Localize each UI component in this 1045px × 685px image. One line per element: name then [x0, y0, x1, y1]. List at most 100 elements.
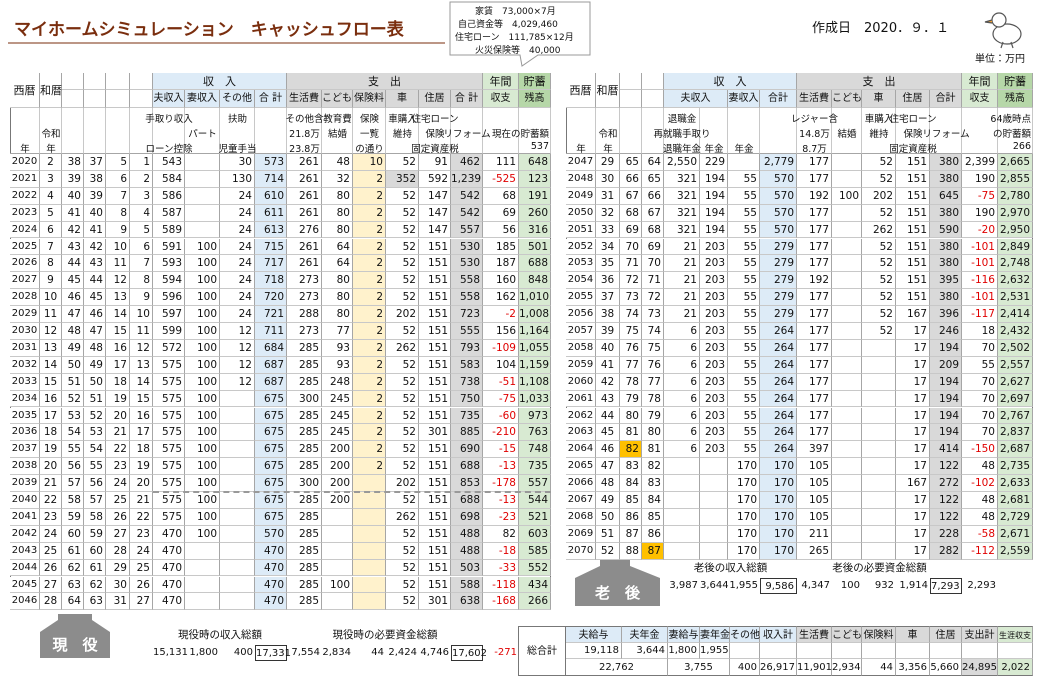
value-cell: 52: [386, 272, 419, 290]
value-cell: 265: [797, 542, 832, 560]
value-cell: 12: [220, 339, 255, 357]
value-cell: 352: [386, 170, 419, 188]
value-cell: 885: [451, 424, 483, 442]
value-cell: 52: [386, 373, 419, 391]
cell: [220, 492, 255, 509]
value-cell: 52: [862, 323, 896, 340]
totals-value: 3,356: [896, 659, 930, 676]
cell: [832, 323, 862, 340]
value-cell: 717: [255, 255, 287, 273]
value-cell: -2: [483, 306, 519, 323]
value-cell: 56: [84, 475, 106, 492]
value-cell: 53: [84, 424, 106, 442]
note: 再就職手取り: [653, 129, 711, 140]
value-cell: 203: [700, 323, 728, 340]
value-cell: 2: [353, 356, 386, 374]
value-cell: 264: [760, 339, 797, 357]
cell: [700, 542, 728, 560]
cell: [185, 187, 220, 205]
value-cell: 151: [896, 272, 930, 290]
summary-value: 2,834: [322, 647, 351, 658]
value-cell: 21: [40, 475, 62, 492]
value-cell: 395: [930, 272, 962, 290]
summary-value: 2,293: [967, 580, 996, 591]
value-cell: 69: [483, 204, 519, 222]
value-cell: 87: [642, 542, 664, 560]
value-cell: 61: [62, 542, 84, 560]
value-cell: 70: [620, 238, 642, 256]
summary-value: 1,800: [189, 647, 218, 658]
totals-value: 1,955: [700, 643, 730, 659]
value-cell: 11: [130, 323, 153, 340]
value-cell: 100: [185, 475, 220, 492]
value-cell: 2,780: [998, 187, 1033, 205]
value-cell: 79: [620, 390, 642, 408]
value-cell: 100: [185, 255, 220, 273]
totals-header: 車: [896, 626, 930, 643]
value-cell: 202: [862, 187, 896, 205]
cell: [220, 458, 255, 476]
header-cell: 住居: [419, 90, 451, 108]
value-cell: 17: [130, 424, 153, 442]
value-cell: 1,055: [519, 339, 551, 357]
value-cell: 973: [519, 407, 551, 425]
value-cell: 70: [962, 407, 998, 425]
value-cell: 63: [84, 593, 106, 611]
value-cell: 9: [40, 272, 62, 290]
value-cell: 100: [185, 323, 220, 340]
value-cell: 603: [519, 525, 551, 543]
cell: [832, 475, 862, 492]
value-cell: 2061: [566, 390, 596, 408]
value-cell: 46: [596, 441, 620, 459]
header-cell: その他: [220, 90, 255, 108]
value-cell: 2,559: [998, 542, 1033, 560]
totals-header: 住居: [930, 626, 962, 643]
value-cell: 276: [287, 221, 322, 239]
value-cell: 76: [642, 356, 664, 374]
value-cell: 203: [700, 373, 728, 391]
value-cell: 575: [153, 441, 185, 459]
header-cell: 貯蓄: [998, 73, 1033, 90]
value-cell: 151: [896, 204, 930, 222]
summary-value: 2,424: [388, 647, 417, 658]
value-cell: 264: [760, 424, 797, 442]
value-cell: 69: [642, 238, 664, 256]
value-cell: 52: [386, 187, 419, 205]
cell: [760, 643, 797, 659]
cell: [700, 508, 728, 526]
value-cell: 470: [153, 593, 185, 611]
value-cell: 105: [797, 458, 832, 476]
cell: [862, 339, 896, 357]
value-cell: 203: [700, 390, 728, 408]
value-cell: 273: [287, 323, 322, 340]
header-cell: 残高: [998, 90, 1033, 108]
totals-value: 11,901: [797, 659, 832, 676]
value-cell: 52: [386, 154, 419, 171]
value-cell: 50: [84, 373, 106, 391]
note: 退職金: [667, 114, 697, 125]
value-cell: 1,164: [519, 323, 551, 340]
note: 維持: [869, 129, 889, 140]
value-cell: 6: [664, 323, 700, 340]
value-cell: 105: [797, 492, 832, 509]
summary-value: 44: [371, 647, 384, 658]
value-cell: 583: [451, 356, 483, 374]
value-cell: 68: [642, 221, 664, 239]
note: 266: [1012, 141, 1031, 152]
value-cell: 688: [451, 458, 483, 476]
value-cell: 414: [930, 441, 962, 459]
value-cell: 2052: [566, 238, 596, 256]
cell: [730, 643, 760, 659]
value-cell: 203: [700, 424, 728, 442]
value-cell: 55: [728, 272, 760, 290]
header-cell: 支 出: [797, 73, 962, 90]
totals-header: 夫年金: [622, 626, 668, 643]
value-cell: 272: [930, 475, 962, 492]
cell: [664, 475, 700, 492]
value-cell: 80: [322, 289, 353, 307]
value-cell: 470: [255, 593, 287, 611]
value-cell: 2,665: [998, 154, 1033, 171]
value-cell: 52: [386, 542, 419, 560]
value-cell: 100: [185, 441, 220, 459]
value-cell: 6: [106, 170, 130, 188]
